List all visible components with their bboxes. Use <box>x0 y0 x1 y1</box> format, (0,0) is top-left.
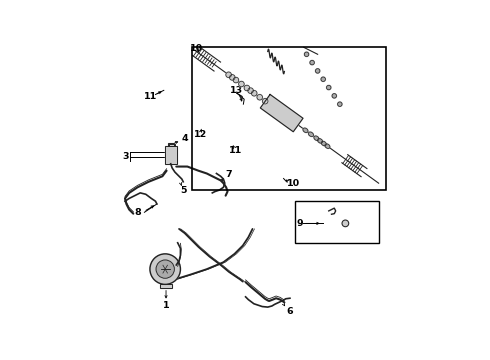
Text: 10: 10 <box>190 44 203 53</box>
Bar <box>295 201 379 243</box>
Text: 1: 1 <box>163 301 170 310</box>
Circle shape <box>226 72 231 77</box>
Ellipse shape <box>314 136 319 140</box>
Polygon shape <box>260 94 303 132</box>
Text: 10: 10 <box>287 179 300 188</box>
Ellipse shape <box>321 141 326 146</box>
Bar <box>168 143 173 146</box>
Circle shape <box>310 60 314 65</box>
Circle shape <box>248 88 253 93</box>
Text: 13: 13 <box>230 86 243 95</box>
Bar <box>165 146 177 164</box>
Circle shape <box>326 85 331 90</box>
Circle shape <box>150 254 180 284</box>
Text: 11: 11 <box>144 92 157 101</box>
Ellipse shape <box>308 132 314 136</box>
Bar <box>165 146 177 164</box>
Circle shape <box>156 260 174 278</box>
Bar <box>160 284 172 288</box>
Text: 2: 2 <box>163 272 170 281</box>
Text: 4: 4 <box>181 134 188 143</box>
Text: 7: 7 <box>225 170 232 179</box>
Circle shape <box>257 94 263 100</box>
Text: 8: 8 <box>135 208 142 217</box>
Text: 12: 12 <box>194 130 207 139</box>
Bar <box>168 143 173 146</box>
Text: 11: 11 <box>229 146 242 155</box>
Circle shape <box>244 85 250 91</box>
Text: 6: 6 <box>286 307 293 316</box>
Ellipse shape <box>325 144 330 148</box>
Text: 3: 3 <box>122 152 129 161</box>
Circle shape <box>233 77 239 83</box>
Ellipse shape <box>318 139 322 143</box>
Circle shape <box>342 220 349 227</box>
Circle shape <box>332 94 337 98</box>
Ellipse shape <box>303 128 308 132</box>
Circle shape <box>338 102 342 107</box>
Text: 9: 9 <box>296 219 303 228</box>
Circle shape <box>263 98 268 104</box>
Bar <box>192 48 386 190</box>
Circle shape <box>304 52 309 57</box>
Text: 5: 5 <box>180 186 187 195</box>
Circle shape <box>251 90 257 96</box>
Bar <box>160 284 172 288</box>
Circle shape <box>321 77 325 81</box>
Circle shape <box>229 75 235 80</box>
Circle shape <box>316 69 320 73</box>
Circle shape <box>239 81 244 87</box>
